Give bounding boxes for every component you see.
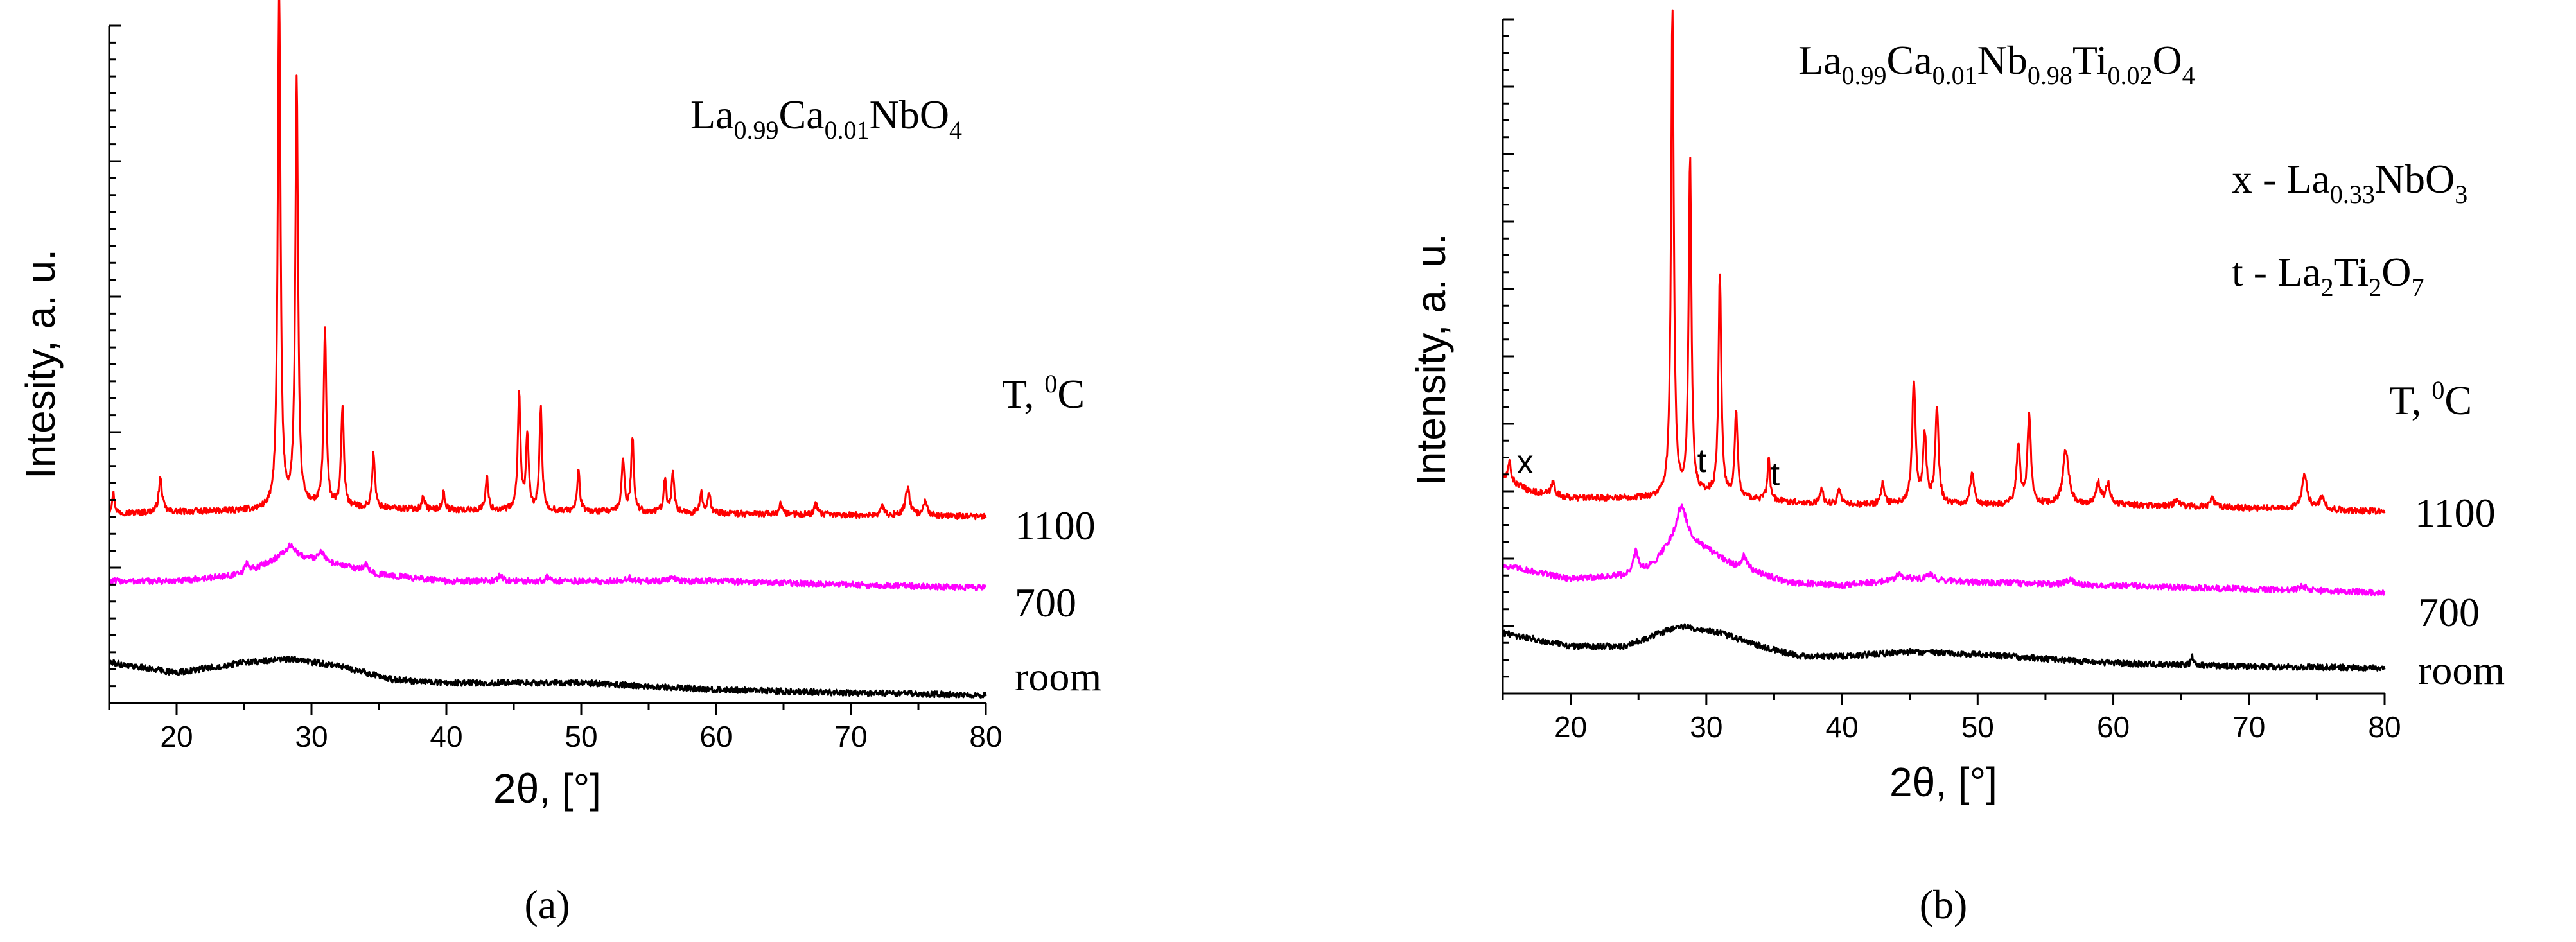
series-line-700 [108, 542, 986, 592]
panel-b-traces [1502, 9, 2386, 672]
panel-a-traces [108, 0, 987, 699]
panel-a: 20 30 40 50 60 70 80 2θ, [°] Intesity, a. u. L… [17, 0, 1101, 927]
x-tick-label: 60 [699, 720, 732, 753]
x-tick-label: 40 [1825, 710, 1858, 744]
x-tick-label: 80 [969, 720, 1002, 753]
panel-a-series-label: 700 [1015, 580, 1076, 625]
panel-b-y-axis-title: Intensity, a. u. [1408, 233, 1454, 486]
x-tick-label: 30 [295, 720, 328, 753]
x-tick-label: 50 [565, 720, 597, 753]
panel-a-title: La0.99Ca0.01NbO4 [690, 92, 962, 144]
x-tick-label: 70 [2232, 710, 2265, 744]
panel-b-legend-t: t - La2Ti2O7 [2232, 249, 2424, 302]
series-line-1100 [109, 0, 987, 521]
series-line-700 [1502, 503, 2386, 597]
panel-a-series-label: room [1015, 654, 1101, 699]
panel-b-caption: (b) [1920, 882, 1968, 927]
panel-b-series-label: 1100 [2415, 490, 2496, 536]
x-tick-label: 50 [1961, 710, 1994, 744]
phase-annotation-t: t [1697, 442, 1707, 480]
panel-b-legend-x: x - La0.33NbO3 [2232, 156, 2467, 209]
x-tick-label: 20 [1554, 710, 1587, 744]
panel-b-x-axis-title: 2θ, [°] [1889, 759, 1997, 805]
panel-b: 20 30 40 50 60 70 80 2θ, [°] Intensity, a. u. … [1408, 9, 2505, 927]
panel-a-series-label: 1100 [1015, 503, 1096, 548]
x-tick-label: 60 [2097, 710, 2130, 744]
x-tick-label: 20 [160, 720, 193, 753]
x-tick-label: 30 [1690, 710, 1722, 744]
panel-b-y-ticks [1503, 18, 1514, 695]
panel-a-temperature-header: T, 0C [1002, 369, 1085, 417]
panel-a-x-ticks: 20 30 40 50 60 70 80 [108, 703, 1003, 753]
series-line-room [109, 656, 987, 699]
panel-b-temperature-header: T, 0C [2389, 376, 2472, 423]
phase-annotation-t: t [1771, 455, 1780, 493]
series-line-room [1502, 623, 2386, 672]
phase-annotation-x: x [1517, 444, 1534, 481]
panel-b-x-ticks: 20 30 40 50 60 70 80 [1502, 693, 2401, 744]
panel-b-series-label: room [2418, 647, 2505, 693]
x-tick-label: 40 [430, 720, 462, 753]
x-tick-label: 80 [2368, 710, 2401, 744]
panel-a-y-axis-title: Intesity, a. u. [17, 249, 64, 479]
panel-a-x-axis-title: 2θ, [°] [493, 765, 601, 812]
x-tick-label: 70 [834, 720, 867, 753]
panel-b-series-label: 700 [2418, 589, 2480, 635]
panel-a-y-ticks [109, 24, 121, 704]
panel-b-title: La0.99Ca0.01Nb0.98Ti0.02O4 [1798, 37, 2195, 90]
series-line-1100 [1502, 9, 2386, 515]
panel-a-caption: (a) [524, 882, 570, 927]
